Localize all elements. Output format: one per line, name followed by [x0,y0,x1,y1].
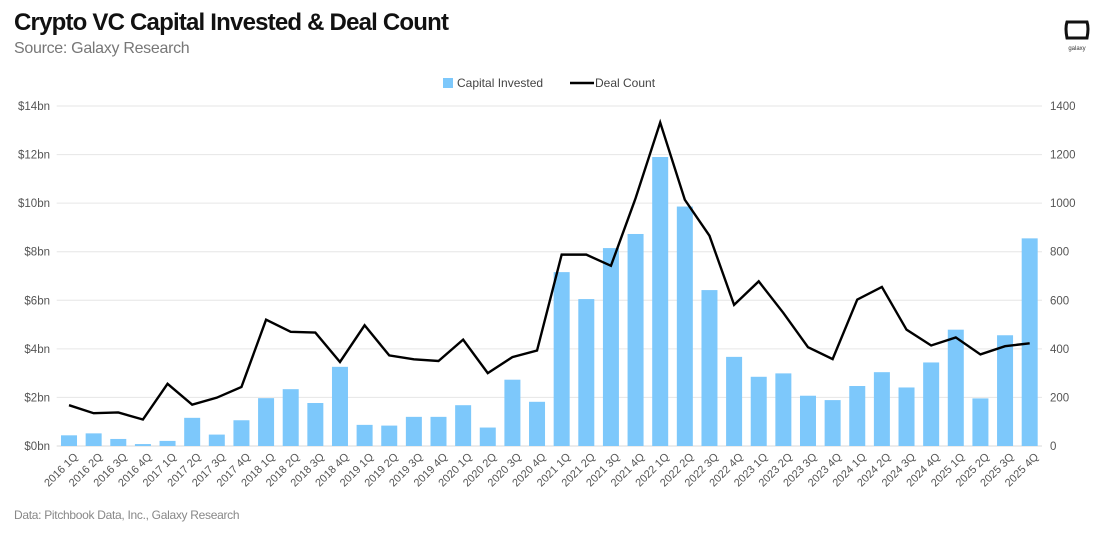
bar-capital-invested [504,379,521,446]
bar-capital-invested [799,395,816,446]
right-axis-tick-label: 1000 [1050,198,1076,210]
bar-capital-invested [430,416,447,446]
bar-capital-invested [331,366,348,446]
galaxy-logo: galaxy [1062,18,1092,54]
bar-capital-invested [627,233,644,446]
bar-capital-invested [233,420,250,446]
bar-capital-invested [775,373,792,446]
bar-capital-invested [134,444,151,446]
bar-capital-invested [1021,238,1038,446]
bar-capital-invested [405,416,422,446]
left-axis-tick-label: $12bn [18,150,50,162]
bar-capital-invested [184,417,201,446]
bar-capital-invested [602,248,619,446]
bar-capital-invested [652,157,669,446]
legend-label-deal-count: Deal Count [595,76,656,90]
bar-capital-invested [898,387,915,446]
bar-capital-invested [61,435,78,446]
right-axis-tick-label: 0 [1050,441,1056,453]
bar-capital-invested [553,272,570,446]
bar-capital-invested [824,400,841,446]
bar-capital-invested [726,356,743,446]
bar-capital-invested [479,427,496,446]
bar-capital-invested [849,386,866,446]
left-axis-tick-label: $0bn [24,441,50,453]
left-axis-tick-label: $10bn [18,198,50,210]
bar-capital-invested [282,389,299,446]
left-axis-tick-label: $8bn [24,247,50,259]
right-axis-tick-label: 1200 [1050,150,1076,162]
bar-capital-invested [947,329,964,446]
bar-capital-invested [701,290,718,446]
data-source-note: Data: Pitchbook Data, Inc., Galaxy Resea… [14,508,240,522]
bar-capital-invested [873,372,890,446]
chart-subtitle: Source: Galaxy Research [14,40,190,57]
right-axis-tick-label: 800 [1050,247,1069,259]
right-axis-tick-label: 600 [1050,295,1069,307]
bar-capital-invested [529,401,546,446]
bar-capital-invested [381,425,398,446]
svg-text:galaxy: galaxy [1068,46,1085,52]
bar-capital-invested [258,398,275,446]
left-axis-tick-label: $2bn [24,392,50,404]
bar-capital-invested [307,403,324,446]
bar-capital-invested [455,405,472,446]
bar-capital-invested [159,440,176,446]
legend-label-capital-invested: Capital Invested [457,76,543,90]
right-axis-tick-label: 200 [1050,392,1069,404]
bar-capital-invested [110,438,127,446]
bar-capital-invested [356,424,373,446]
chart-title: Crypto VC Capital Invested & Deal Count [14,9,449,36]
bar-capital-invested [208,434,225,446]
right-axis-tick-label: 400 [1050,344,1069,356]
left-axis-tick-label: $14bn [18,101,50,113]
bar-capital-invested [923,362,940,446]
line-deal-count [68,118,1030,421]
left-axis-tick-label: $4bn [24,344,50,356]
bar-capital-invested [997,335,1014,446]
bar-capital-invested [85,433,102,446]
bar-capital-invested [578,299,595,446]
legend-swatch-capital-invested [443,78,453,88]
bar-capital-invested [750,376,767,446]
bar-capital-invested [676,206,693,446]
bar-capital-invested [972,398,989,446]
right-axis-tick-label: 1400 [1050,101,1076,113]
left-axis-tick-label: $6bn [24,295,50,307]
